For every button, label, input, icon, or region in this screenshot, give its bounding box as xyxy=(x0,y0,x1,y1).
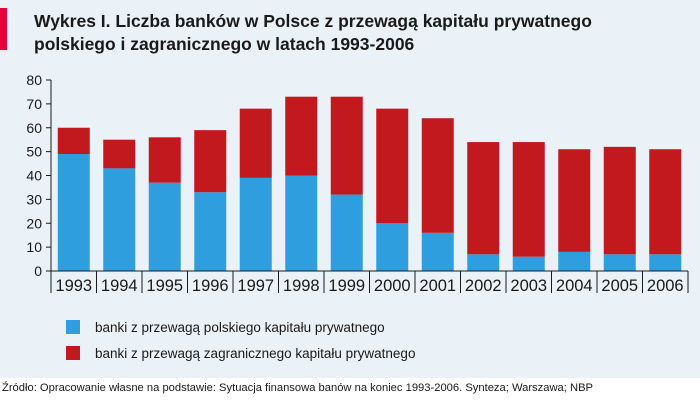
x-tick-label: 1994 xyxy=(101,277,138,295)
bar-foreign xyxy=(421,118,454,233)
bar-polish xyxy=(376,223,409,271)
bar-foreign xyxy=(148,137,181,183)
legend-swatch-polish xyxy=(66,320,80,334)
bar-foreign xyxy=(649,149,682,255)
bar-polish xyxy=(57,154,90,271)
bar-polish xyxy=(603,254,636,271)
bar-foreign xyxy=(512,142,545,257)
y-tick-label: 30 xyxy=(26,191,42,207)
y-tick-label: 10 xyxy=(26,239,42,255)
y-tick-label: 40 xyxy=(26,168,42,184)
legend-label-foreign: banki z przewagą zagranicznego kapitału … xyxy=(95,345,416,361)
bar-foreign xyxy=(239,108,272,178)
x-tick-label: 2006 xyxy=(647,277,684,295)
bar-polish xyxy=(649,254,682,271)
y-tick-label: 70 xyxy=(26,96,42,112)
bar-polish xyxy=(285,175,318,271)
x-tick-label: 2001 xyxy=(419,277,456,295)
x-tick-label: 1993 xyxy=(55,277,92,295)
y-tick-label: 20 xyxy=(26,215,42,231)
bar-foreign xyxy=(467,142,500,255)
x-tick-label: 1996 xyxy=(192,277,229,295)
bar-polish xyxy=(467,254,500,271)
x-tick-label: 1997 xyxy=(237,277,274,295)
bar-foreign xyxy=(103,139,136,169)
x-tick-label: 1995 xyxy=(146,277,183,295)
y-tick-label: 80 xyxy=(26,72,42,88)
bar-polish xyxy=(239,177,272,271)
x-tick-label: 2003 xyxy=(510,277,547,295)
chart-title: Wykres I. Liczba banków w Polsce z przew… xyxy=(34,10,674,56)
stacked-bar-chart: 0 10 20 30 40 50 60 70 80 1993 1994 1995 1996 1997 199… xyxy=(26,72,689,295)
bar-polish xyxy=(558,251,591,271)
x-tick-label: 1998 xyxy=(283,277,320,295)
bar-polish xyxy=(330,194,363,271)
y-tick-label: 0 xyxy=(34,263,42,279)
bar-polish xyxy=(512,256,545,271)
chart-title-line-2: polskiego i zagranicznego w latach 1993-… xyxy=(34,34,415,54)
bar-foreign xyxy=(57,127,90,155)
chart-title-line-1: Wykres I. Liczba banków w Polsce z przew… xyxy=(34,11,592,31)
bar-foreign xyxy=(603,146,636,255)
legend-label-polish: banki z przewagą polskiego kapitału pryw… xyxy=(95,319,385,335)
x-tick-label: 2005 xyxy=(601,277,638,295)
bar-foreign xyxy=(194,130,227,193)
legend-item-foreign: banki z przewagą zagranicznego kapitału … xyxy=(66,343,415,363)
bar-polish xyxy=(103,168,136,271)
bar-polish xyxy=(148,182,181,271)
bar-polish xyxy=(194,192,227,271)
bar-foreign xyxy=(285,96,318,176)
y-tick-label: 50 xyxy=(26,144,42,160)
bar-foreign xyxy=(558,149,591,252)
x-tick-label: 2000 xyxy=(374,277,411,295)
title-accent-bar xyxy=(0,8,7,50)
bar-foreign xyxy=(376,108,409,224)
bar-polish xyxy=(421,232,454,271)
source-note: Źródło: Opracowanie własne na podstawie:… xyxy=(2,382,593,394)
y-tick-label: 60 xyxy=(26,120,42,136)
legend-swatch-foreign xyxy=(66,346,80,360)
x-tick-label: 1999 xyxy=(328,277,365,295)
x-tick-label: 2002 xyxy=(465,277,502,295)
x-tick-label: 2004 xyxy=(556,277,593,295)
bar-foreign xyxy=(330,96,363,195)
legend-item-polish: banki z przewagą polskiego kapitału pryw… xyxy=(66,317,385,337)
